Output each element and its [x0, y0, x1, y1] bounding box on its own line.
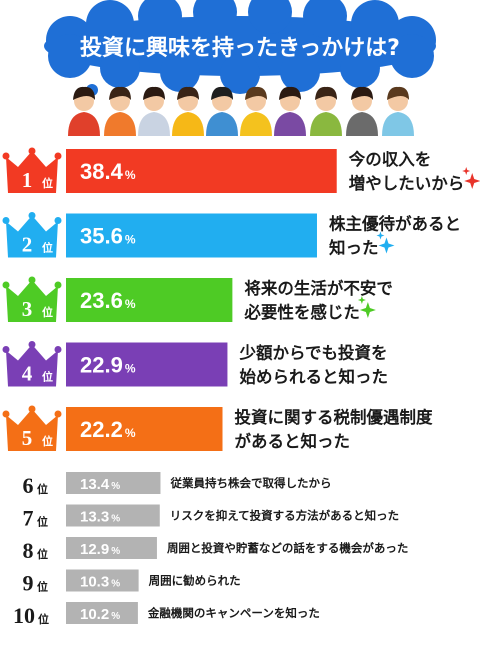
bar	[66, 537, 157, 559]
rank-suffix: 位	[42, 241, 53, 255]
person-icon	[346, 86, 378, 136]
value-label: 22.9%	[80, 353, 136, 378]
category-label: 投資に関する税制優遇制度	[235, 407, 434, 427]
category-label: 周囲と投資や貯蓄などの話をする機会があった	[167, 541, 409, 555]
rank-suffix: 位	[37, 515, 48, 529]
person-icon	[172, 86, 204, 136]
bar	[66, 407, 223, 451]
rank-suffix: 位	[42, 434, 53, 448]
value-label: 13.3%	[80, 509, 120, 526]
category-label: 従業員持ち株会で取得したから	[169, 476, 331, 490]
person-icon	[68, 86, 100, 136]
crown-icon	[2, 341, 62, 387]
bar	[66, 213, 317, 258]
bar	[66, 472, 161, 494]
rank-number: 6	[23, 473, 34, 498]
bar	[66, 149, 337, 193]
person-icon	[240, 86, 272, 136]
rank-number: 5	[22, 426, 33, 450]
category-label: 将来の生活が不安で	[244, 278, 393, 298]
rank-suffix: 位	[42, 370, 53, 384]
rank-number: 2	[22, 233, 33, 257]
category-label: 必要性を感じた	[243, 302, 360, 322]
value-label: 23.6%	[80, 288, 136, 313]
category-label: 周囲に勧められた	[149, 574, 241, 588]
rank-suffix: 位	[37, 547, 48, 561]
rank-suffix: 位	[42, 305, 53, 319]
bar	[66, 602, 138, 624]
ranking-row: 7 位 13.3% リスクを抑えて投資する方法があると知った	[23, 504, 399, 531]
category-label: 増やしたいから	[349, 173, 465, 193]
person-icon	[382, 86, 414, 136]
crown-icon	[2, 147, 62, 193]
people-illustration	[68, 86, 414, 136]
value-label: 13.4%	[80, 476, 120, 493]
value-label: 22.2%	[80, 417, 136, 442]
bar	[66, 569, 139, 592]
rank-number: 10	[13, 603, 35, 628]
bar	[66, 278, 233, 322]
value-label: 12.9%	[80, 541, 120, 558]
person-icon	[274, 86, 306, 136]
rank-suffix: 位	[38, 612, 49, 626]
crown-icon	[2, 405, 62, 451]
category-label: リスクを抑えて投資する方法があると知った	[170, 509, 399, 523]
ranking-row: 6 位 13.4% 従業員持ち株会で取得したから	[23, 472, 331, 498]
sparkle-icon	[462, 167, 480, 189]
bar	[66, 342, 228, 387]
sparkle-icon	[357, 296, 376, 318]
value-label: 38.4%	[80, 159, 136, 184]
crown-icon	[2, 212, 62, 258]
person-icon	[104, 86, 136, 136]
rank-number: 4	[22, 362, 33, 386]
title-cloud: 投資に興味を持ったきっかけは?	[44, 0, 436, 104]
person-icon	[310, 86, 342, 136]
category-label: 今の収入を	[348, 149, 432, 169]
rank-number: 8	[23, 538, 34, 563]
rank-suffix: 位	[37, 580, 48, 594]
rank-number: 3	[22, 297, 33, 321]
person-icon	[138, 86, 170, 136]
person-icon	[206, 86, 238, 136]
value-label: 35.6%	[80, 224, 136, 249]
rank-number: 1	[22, 168, 33, 192]
chart-title: 投資に興味を持ったきっかけは?	[80, 35, 400, 61]
category-label: 知った	[329, 238, 379, 258]
crown-icon	[2, 276, 62, 322]
rank-suffix: 位	[37, 482, 48, 496]
category-label: 株主優待があると	[329, 214, 461, 234]
ranking-row: 8 位 12.9% 周囲と投資や貯蓄などの話をする機会があった	[23, 537, 409, 563]
category-label: があると知った	[235, 431, 351, 451]
value-label: 10.2%	[80, 606, 120, 623]
sparkle-icon	[376, 231, 395, 254]
bar	[66, 504, 160, 527]
rank-suffix: 位	[42, 176, 53, 190]
category-label: 少額からでも投資を	[238, 343, 387, 363]
rank-number: 7	[23, 506, 34, 531]
category-label: 金融機関のキャンペーンを知った	[147, 606, 320, 620]
value-label: 10.3%	[80, 574, 120, 591]
rank-number: 9	[23, 571, 34, 596]
ranking-row: 10 位 10.2% 金融機関のキャンペーンを知った	[13, 602, 320, 628]
ranking-row: 9 位 10.3% 周囲に勧められた	[23, 569, 241, 596]
category-label: 始められると知った	[239, 367, 388, 387]
